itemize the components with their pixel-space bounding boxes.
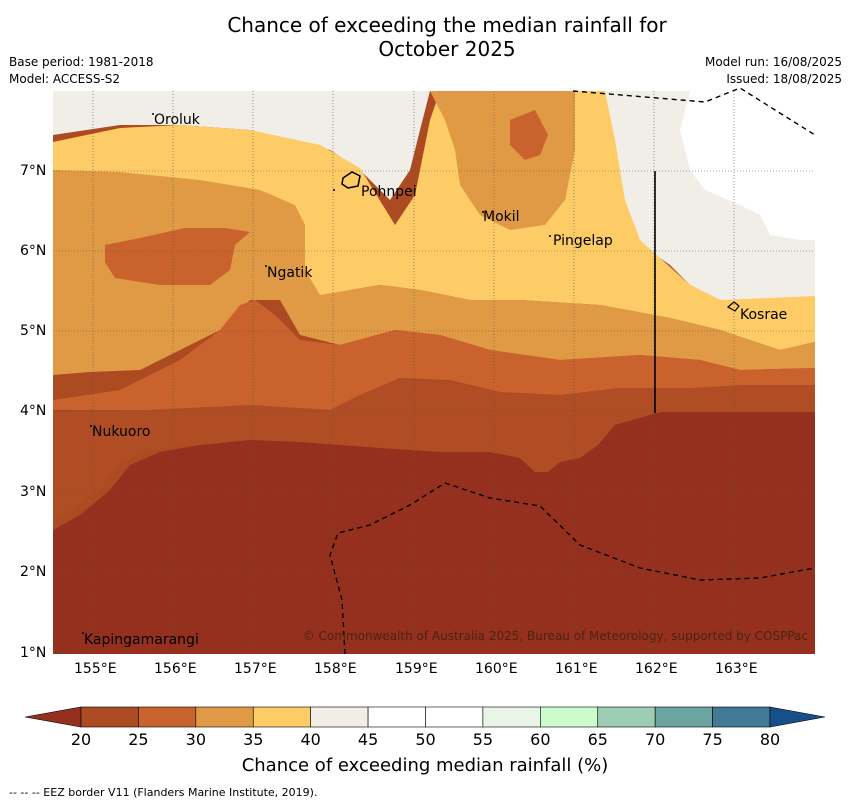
eez-footnote: -- -- -- EEZ border V11 (Flanders Marine… <box>9 786 318 799</box>
lon-tick: 159°E <box>395 661 438 677</box>
model-run: Model run: 16/08/2025 <box>704 55 842 69</box>
band-20-25-mid <box>53 380 815 520</box>
meta-left: Base period: 1981-2018 Model: ACCESS-S2 <box>9 54 154 88</box>
colorbar-segment <box>425 706 484 728</box>
place-nukuoro: Nukuoro <box>92 424 151 440</box>
colorbar <box>24 706 826 728</box>
colorbar-low-extend <box>24 706 82 728</box>
meta-right: Model run: 16/08/2025 Issued: 18/08/2025 <box>705 54 842 88</box>
lon-tick: 155°E <box>74 661 117 677</box>
band-25-30-west <box>105 228 250 285</box>
colorbar-segment <box>80 706 139 728</box>
colorbar-segment <box>367 706 426 728</box>
band-45-50 <box>680 91 815 240</box>
place-ngatik: Ngatik <box>267 265 313 281</box>
band-25-30-mokil-core <box>510 110 548 160</box>
lat-tick: 2°N <box>20 564 47 580</box>
colorbar-segment <box>138 706 197 728</box>
colorbar-segment <box>252 706 311 728</box>
colorbar-segment <box>712 706 771 728</box>
band-below-20 <box>53 412 815 654</box>
lat-tick: 5°N <box>20 323 47 339</box>
model-name: Model: ACCESS-S2 <box>9 72 121 86</box>
colorbar-segment <box>540 706 599 728</box>
colorbar-tick-label: 25 <box>128 730 149 749</box>
base-period: Base period: 1981-2018 <box>9 55 154 69</box>
eez-border <box>329 87 816 655</box>
lon-tick: 161°E <box>555 661 598 677</box>
colorbar-tick-label: 80 <box>759 730 781 749</box>
colorbar-tick-label: 30 <box>185 730 207 749</box>
colorbar-segment <box>310 706 369 728</box>
lat-tick: 6°N <box>20 243 47 259</box>
issued-date: Issued: 18/08/2025 <box>726 72 842 86</box>
lat-tick: 1°N <box>20 645 47 661</box>
lon-tick: 156°E <box>154 661 197 677</box>
band-35-40 <box>53 91 815 370</box>
map-title: Chance of exceeding the median rainfall … <box>0 13 850 61</box>
lat-tick: 3°N <box>20 484 47 500</box>
lat-tick: 7°N <box>20 163 47 179</box>
colorbar-segment <box>195 706 254 728</box>
atoll-markers <box>82 113 551 634</box>
pohnpei-island <box>341 171 361 189</box>
colorbar-tick-label: 60 <box>530 730 551 749</box>
colorbar-segment <box>482 706 541 728</box>
band-40-45 <box>53 91 815 300</box>
colorbar-tick-label: 40 <box>300 730 321 749</box>
colorbar-tick-label: 35 <box>243 730 264 749</box>
colorbar-high-extend <box>769 706 826 728</box>
kosrae-island <box>726 301 740 312</box>
colorbar-tick-label: 70 <box>644 730 666 749</box>
copyright-credit: © Commonwealth of Australia 2025, Bureau… <box>302 629 808 643</box>
place-pingelap: Pingelap <box>553 233 613 249</box>
colorbar-tick-label: 55 <box>472 730 494 749</box>
colorbar-segment <box>597 706 656 728</box>
band-30-35 <box>53 170 815 375</box>
colorbar-tick-label: 45 <box>357 730 379 749</box>
lon-tick: 158°E <box>314 661 357 677</box>
colorbar-tick-label: 75 <box>702 730 723 749</box>
place-mokil: Mokil <box>483 209 520 225</box>
lon-tick: 163°E <box>715 661 758 677</box>
colorbar-tick-label: 20 <box>70 730 92 749</box>
lon-tick: 160°E <box>475 661 518 677</box>
lon-tick: 162°E <box>635 661 678 677</box>
title-line-2: October 2025 <box>378 37 516 61</box>
place-kapingamarangi: Kapingamarangi <box>84 632 199 648</box>
gridlines <box>53 91 815 654</box>
band-25-30 <box>53 300 815 410</box>
colorbar-tick-label: 50 <box>415 730 436 749</box>
colorbar-segment <box>654 706 713 728</box>
title-line-1: Chance of exceeding the median rainfall … <box>227 13 667 37</box>
place-pohnpei: Pohnpei <box>361 184 417 200</box>
place-oroluk: Oroluk <box>154 112 200 128</box>
place-kosrae: Kosrae <box>740 307 788 323</box>
colorbar-label: Chance of exceeding median rainfall (%) <box>241 755 609 776</box>
lat-tick: 4°N <box>20 403 47 419</box>
lon-tick: 157°E <box>234 661 277 677</box>
colorbar-tick-label: 65 <box>587 730 608 749</box>
